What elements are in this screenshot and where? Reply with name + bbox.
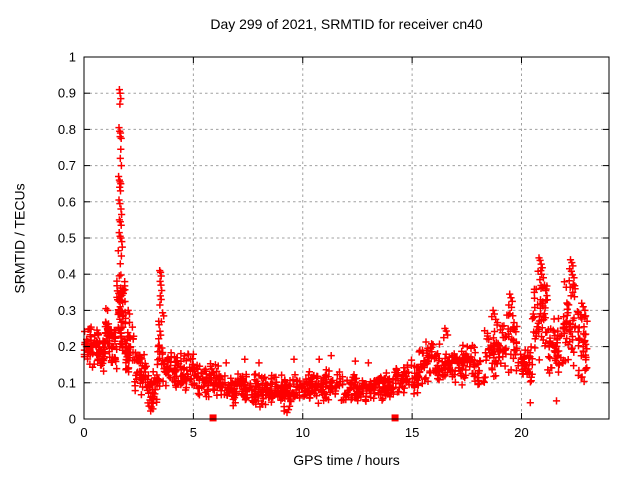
y-tick-label: 0.4 [58, 267, 76, 282]
event-marker-square [391, 414, 399, 422]
x-tick-label: 0 [80, 425, 87, 440]
x-axis-label: GPS time / hours [293, 452, 400, 468]
x-tick-label: 10 [296, 425, 310, 440]
y-tick-label: 0 [69, 412, 76, 427]
x-tick-label: 20 [514, 425, 528, 440]
y-tick-label: 0.2 [58, 339, 76, 354]
y-tick-label: 0.8 [58, 122, 76, 137]
y-axis-label: SRMTID / TECUs [11, 183, 28, 294]
x-tick-label: 15 [405, 425, 419, 440]
y-tick-label: 0.7 [58, 158, 76, 173]
y-tick-label: 0.6 [58, 194, 76, 209]
x-tick-label: 5 [190, 425, 197, 440]
y-tick-label: 1 [69, 50, 76, 65]
chart-title: Day 299 of 2021, SRMTID for receiver cn4… [210, 16, 483, 32]
y-tick-label: 0.9 [58, 86, 76, 101]
y-tick-label: 0.5 [58, 231, 76, 246]
srmtid-scatter-points [80, 86, 591, 417]
y-tick-label: 0.1 [58, 375, 76, 390]
y-tick-label: 0.3 [58, 303, 76, 318]
event-marker-square [209, 414, 217, 422]
